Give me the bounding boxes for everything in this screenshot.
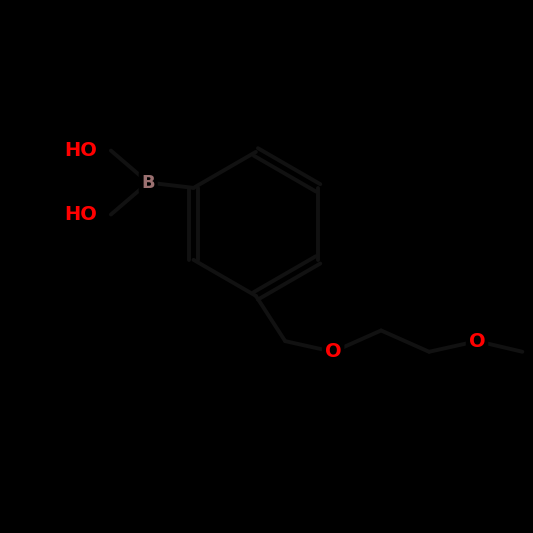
Text: HO: HO <box>64 141 98 160</box>
Text: O: O <box>325 342 342 361</box>
Text: O: O <box>469 332 486 351</box>
Text: B: B <box>141 174 155 191</box>
Text: HO: HO <box>64 205 98 224</box>
